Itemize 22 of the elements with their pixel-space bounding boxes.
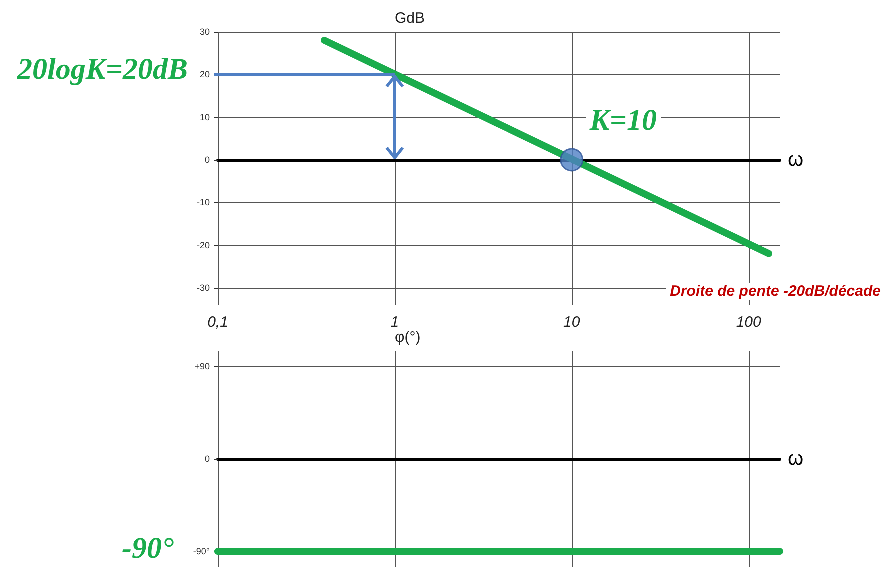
y-tick-label: 10	[200, 112, 210, 122]
y-tick-label: -90°	[193, 546, 210, 557]
x-tick-label: 0,1	[208, 314, 228, 331]
y-tick-label: 30	[200, 27, 210, 37]
annotation: 20logK=20dB	[14, 52, 192, 87]
y-tick-label: 20	[200, 70, 210, 80]
y-axis-title: φ(°)	[395, 329, 421, 346]
y-tick-label: -20	[196, 240, 210, 250]
y-axis-title: GdB	[395, 10, 426, 27]
x-tick-label: 1	[390, 314, 400, 331]
annotation: Droite de pente -20dB/décade	[666, 283, 885, 300]
y-tick-label: -30	[196, 282, 210, 293]
y-tick-label: -10	[196, 198, 210, 208]
x-axis-title: ω	[788, 148, 804, 171]
y-tick-label: +90	[194, 361, 210, 372]
y-tick-label: 0	[204, 454, 210, 464]
x-tick-label: 100	[736, 314, 762, 331]
annotation: -90°	[118, 532, 178, 566]
x-tick-label: 10	[564, 314, 581, 331]
y-tick-label: 0	[204, 154, 210, 165]
x-axis-title: ω	[788, 448, 804, 470]
annotation: K=10	[586, 104, 661, 138]
